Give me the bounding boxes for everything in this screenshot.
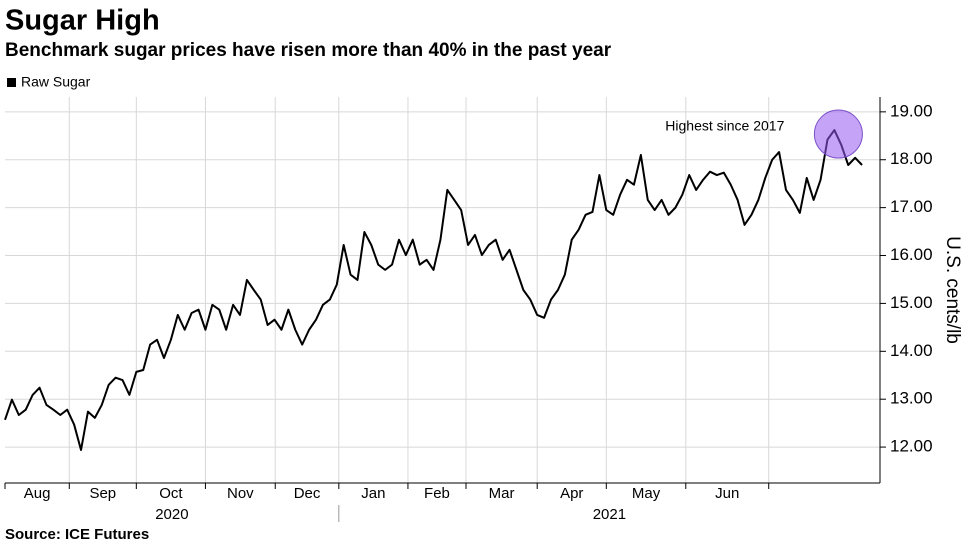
legend-swatch [7,78,16,87]
x-tick-label: Mar [489,485,515,502]
annotation: Highest since 2017 [665,118,784,134]
x-tick-label: Nov [227,485,254,502]
x-tick-label: Jan [361,485,385,502]
x-tick-label: Jun [715,485,739,502]
y-tick-label: 13.00 [890,389,933,408]
x-tick-label: Aug [24,485,51,502]
x-tick-label: Sep [89,485,116,502]
y-tick-label: 14.00 [890,341,933,360]
y-tick-label: 12.00 [890,437,933,456]
source: Source: ICE Futures [5,526,149,543]
x-tick-label: Oct [159,485,183,502]
line-series [4,129,863,451]
y-tick-label: 17.00 [890,197,933,216]
x-tick-label: May [632,485,661,502]
y-tick-label: 18.00 [890,149,933,168]
x-tick-label: Feb [424,485,450,502]
chart-title: Sugar High [5,5,160,37]
year-label: 2021 [593,506,626,523]
x-tick-label: Apr [560,485,583,502]
legend-label: Raw Sugar [21,74,91,90]
y-axis-label: U.S. cents/lb [942,236,963,344]
year-label: 2020 [155,506,188,523]
x-tick-label: Dec [294,485,321,502]
chart-subtitle: Benchmark sugar prices have risen more t… [5,40,612,61]
y-tick-label: 19.00 [890,101,933,120]
highlight-circle [813,109,863,159]
y-tick-label: 15.00 [890,293,933,312]
y-tick-label: 16.00 [890,245,933,264]
